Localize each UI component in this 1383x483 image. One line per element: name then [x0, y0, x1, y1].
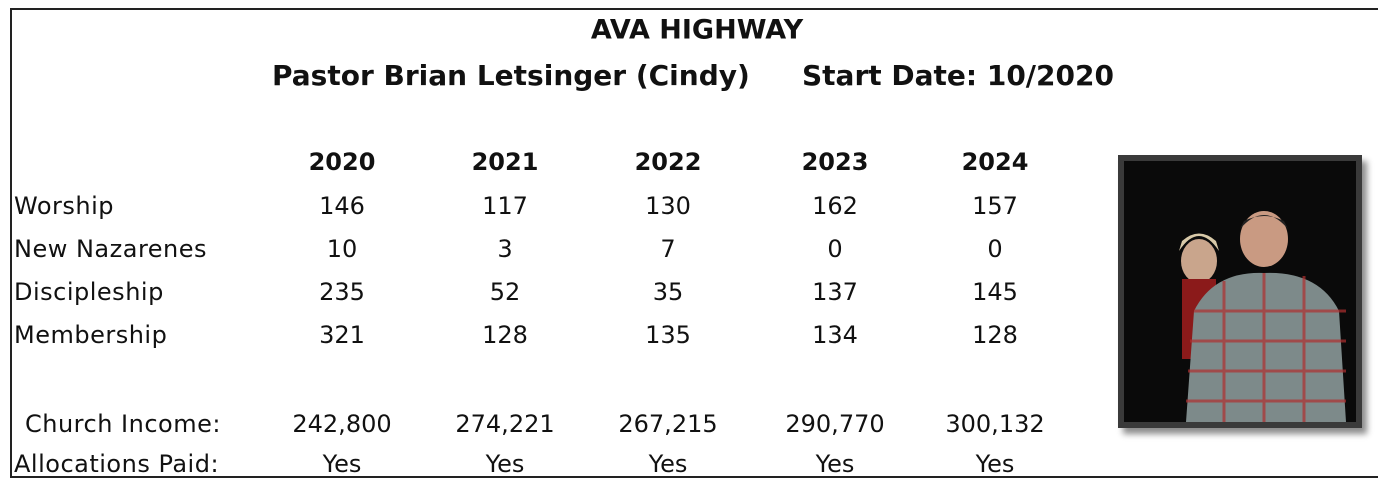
- cell: 128: [482, 323, 528, 347]
- cell: 300,132: [945, 412, 1044, 436]
- cell: Yes: [649, 452, 688, 476]
- cell: 321: [319, 323, 365, 347]
- pastor: Pastor Brian Letsinger (Cindy): [272, 62, 750, 90]
- cell: 117: [482, 194, 528, 218]
- column-header: 2021: [472, 150, 539, 174]
- row-label: New Nazarenes: [14, 237, 207, 261]
- cell: 290,770: [785, 412, 884, 436]
- row-label: Membership: [14, 323, 167, 347]
- row-label: Discipleship: [14, 280, 164, 304]
- start-date: Start Date: 10/2020: [802, 62, 1114, 90]
- cell: 137: [812, 280, 858, 304]
- row-label: Allocations Paid:: [14, 452, 219, 476]
- cell: 130: [645, 194, 691, 218]
- cell: 134: [812, 323, 858, 347]
- row-label: Church Income:: [25, 412, 221, 436]
- cell: 242,800: [292, 412, 391, 436]
- cell: 135: [645, 323, 691, 347]
- row-label: Worship: [14, 194, 114, 218]
- cell: 52: [490, 280, 521, 304]
- photo: [1118, 155, 1362, 428]
- cell: 235: [319, 280, 365, 304]
- cell: 267,215: [618, 412, 717, 436]
- cell: 162: [812, 194, 858, 218]
- column-header: 2024: [962, 150, 1029, 174]
- cell: Yes: [323, 452, 362, 476]
- cell: 7: [660, 237, 675, 261]
- cell: 0: [987, 237, 1002, 261]
- cell: Yes: [976, 452, 1015, 476]
- cell: 35: [653, 280, 684, 304]
- cell: Yes: [816, 452, 855, 476]
- title: AVA HIGHWAY: [591, 17, 803, 44]
- page: AVA HIGHWAY Pastor Brian Letsinger (Cind…: [0, 0, 1383, 483]
- photo-art: [1124, 161, 1356, 422]
- column-header: 2022: [635, 150, 702, 174]
- column-header: 2020: [309, 150, 376, 174]
- cell: 128: [972, 323, 1018, 347]
- cell: 3: [497, 237, 512, 261]
- cell: 145: [972, 280, 1018, 304]
- cell: 0: [827, 237, 842, 261]
- cell: 146: [319, 194, 365, 218]
- column-header: 2023: [802, 150, 869, 174]
- cell: 274,221: [455, 412, 554, 436]
- cell: Yes: [486, 452, 525, 476]
- cell: 157: [972, 194, 1018, 218]
- cell: 10: [327, 237, 358, 261]
